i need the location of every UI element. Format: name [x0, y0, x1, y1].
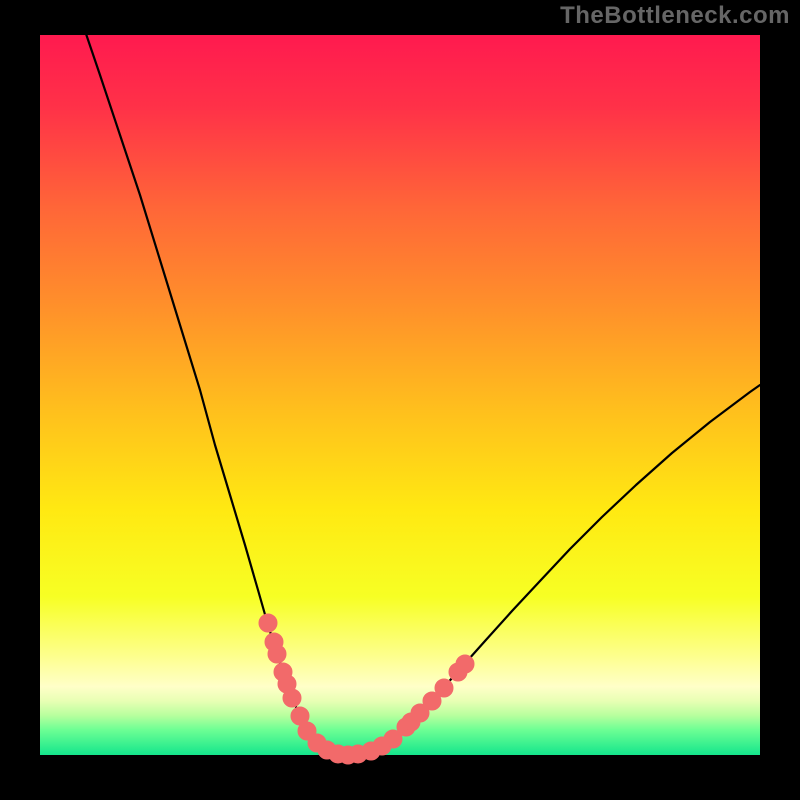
marker-dot — [268, 645, 286, 663]
marker-dot — [435, 679, 453, 697]
plot-area — [40, 35, 760, 755]
bottleneck-curve — [83, 25, 760, 755]
watermark-text: TheBottleneck.com — [560, 2, 790, 30]
chart-svg — [40, 35, 760, 755]
marker-dot — [283, 689, 301, 707]
marker-dot — [456, 655, 474, 673]
curve-markers — [259, 614, 474, 764]
chart-frame: TheBottleneck.com — [0, 0, 800, 800]
marker-dot — [259, 614, 277, 632]
